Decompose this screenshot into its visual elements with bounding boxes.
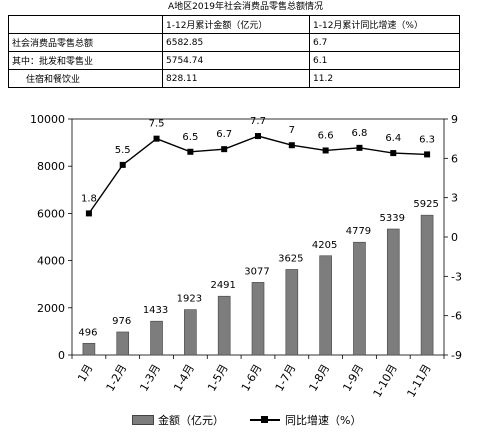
right-axis-tick-label: 9 [451,113,458,126]
growth-value-label: 6.8 [352,128,368,139]
row-amount: 5754.74 [162,51,310,70]
right-axis-tick-label: 3 [451,192,458,205]
left-axis-tick-label: 6000 [37,207,65,220]
table-header-cell [8,15,163,34]
bar [116,331,130,356]
bar [420,214,434,356]
table-header-cell: 1-12月累计金额（亿元） [162,15,310,34]
growth-point [85,210,92,217]
x-axis-category-label: 1-9月 [340,362,366,394]
growth-point [153,135,160,142]
growth-point [322,147,329,154]
growth-value-label: 6.6 [318,130,334,141]
bar [184,309,197,356]
bar-value-label: 496 [78,327,97,338]
growth-point [255,133,261,140]
row-label: 社会消费品零售总额 [8,33,163,52]
growth-point [221,146,228,153]
right-axis-tick-label: 6 [451,152,458,165]
right-axis-tick-label: -9 [451,349,462,362]
growth-value-label: 6.5 [182,132,198,143]
row-label: 住宿和餐饮业 [8,69,163,88]
bar-value-label: 5925 [413,199,438,210]
table-row: 住宿和餐饮业 828.11 11.2 [8,69,460,88]
legend-label-growth: 同比增速（%） [285,414,362,427]
growth-line [88,135,428,214]
chart-legend: 金额（亿元） 同比增速（%） [132,412,361,428]
page-title: A地区2019年社会消费品零售总额情况 [167,2,324,12]
growth-value-label: 7.7 [250,116,266,127]
combo-chart: 0 2000 4000 6000 8000 10000 -9 -6 -3 0 3 6 9 496 976 14… [30,113,462,400]
table-header-cell: 1-12月累计同比增速（%） [309,15,460,34]
table-row: 其中：批发和零售业 5754.74 6.1 [8,51,460,70]
bar-value-label: 1433 [143,305,168,316]
x-axis-category-label: 1-7月 [273,362,299,394]
growth-point [390,150,397,157]
x-axis-category-label: 1-2月 [104,362,130,394]
growth-point [119,161,126,168]
left-axis-tick-label: 0 [58,349,65,362]
x-axis-category-label: 1-8月 [306,362,332,394]
legend-bar-swatch [132,415,154,425]
bar-value-label: 4205 [312,240,337,251]
x-axis-category-label: 1-5月 [205,362,231,394]
table-header-row: 1-12月累计金额（亿元） 1-12月累计同比增速（%） [8,15,460,34]
growth-value-label: 6.7 [216,129,232,140]
bar [353,241,366,356]
right-axis-tick-label: 0 [451,231,458,244]
bar-value-label: 1923 [177,294,202,305]
bar-value-label: 2491 [210,280,235,291]
legend-label-amount: 金额（亿元） [158,414,224,427]
left-axis-tick-label: 8000 [37,160,65,173]
bar [82,342,96,356]
x-axis-category-label: 1-6月 [239,362,265,394]
growth-value-label: 6.4 [385,133,401,144]
bar-value-label: 4779 [346,226,371,237]
row-growth: 11.2 [309,69,460,88]
x-axis-category-label: 1-10月 [371,362,400,400]
x-axis-category-label: 1-11月 [404,362,433,400]
left-axis-tick-label: 4000 [37,255,65,268]
table-row: 社会消费品零售总额 6582.85 6.7 [8,33,460,52]
growth-value-label: 7.5 [149,119,165,130]
x-axis-category-label: 1-3月 [137,362,163,394]
x-axis-category-label: 1-4月 [171,362,197,394]
bar-value-label: 3625 [278,253,303,264]
row-growth: 6.7 [309,33,460,52]
bar [319,255,332,356]
bar-value-label: 3077 [244,266,269,277]
growth-value-label: 1.8 [81,193,97,204]
growth-value-label: 6.3 [419,134,435,145]
x-axis-category-label: 1月 [75,362,95,384]
bar [217,295,231,356]
bar [386,228,400,356]
left-axis-tick-label: 10000 [30,113,65,126]
row-amount: 828.11 [162,69,310,88]
bar [285,269,299,356]
bar [150,320,163,356]
growth-point [356,144,363,151]
summary-table: 1-12月累计金额（亿元） 1-12月累计同比增速（%） 社会消费品零售总额 6… [8,15,460,88]
growth-value-label: 5.5 [115,145,131,156]
growth-point [187,148,194,155]
row-amount: 6582.85 [162,33,310,52]
row-label: 其中：批发和零售业 [8,51,163,70]
left-axis-tick-label: 2000 [37,302,65,315]
right-axis-tick-label: -6 [451,310,462,323]
legend-line-swatch [250,415,280,425]
bar-value-label: 976 [112,316,131,327]
bar [251,282,265,356]
growth-point [424,151,431,158]
bar-value-label: 5339 [380,213,405,224]
growth-point [288,142,295,149]
row-growth: 6.1 [309,51,460,70]
growth-value-label: 7 [289,125,295,136]
right-axis-tick-label: -3 [451,270,462,283]
